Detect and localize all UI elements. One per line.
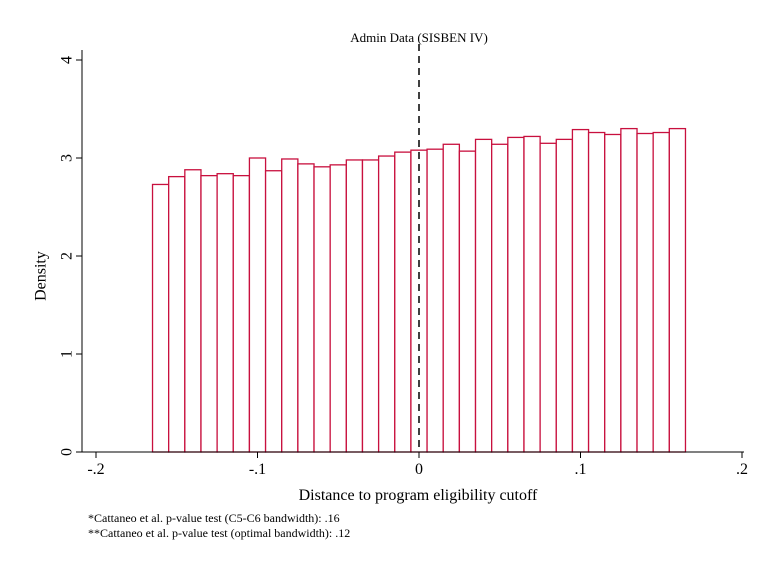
histogram-bar: [168, 175, 186, 453]
axes: -.2 -.1 0 .1 .2 0 1 2 3 4: [59, 50, 748, 478]
chart-title: Admin Data (SISBEN IV): [350, 30, 488, 45]
histogram-bar: [200, 174, 218, 453]
x-tick-label: 0: [415, 461, 423, 478]
y-axis-label: Density: [33, 251, 50, 301]
x-tick-label: -.1: [249, 461, 266, 478]
histogram-bar: [345, 159, 364, 453]
histogram-bar: [652, 131, 670, 453]
histogram-bar: [394, 151, 412, 453]
x-tick-label: -.2: [87, 461, 104, 478]
histogram-bar: [604, 133, 622, 453]
histogram-bar: [474, 138, 493, 453]
histogram-bar: [297, 163, 315, 453]
y-tick-label: 4: [59, 56, 76, 64]
histogram-bar: [264, 170, 283, 453]
histogram-bar: [377, 155, 396, 453]
histogram-bar: [329, 164, 347, 453]
histogram-bar: [232, 174, 251, 453]
histogram-bar: [587, 131, 606, 453]
histogram-bar: [248, 157, 267, 453]
histogram-bar: [426, 148, 444, 453]
histogram-bar: [442, 143, 461, 453]
footnote-optimal: **Cattaneo et al. p-value test (optimal …: [88, 526, 351, 540]
histogram-bar: [184, 169, 202, 453]
x-axis-label: Distance to program eligibility cutoff: [299, 487, 538, 504]
y-tick-label: 1: [59, 350, 76, 358]
histogram-bar: [151, 183, 170, 453]
footnote-c5-c6: *Cattaneo et al. p-value test (C5-C6 ban…: [88, 511, 340, 525]
histogram-bar: [523, 135, 541, 453]
histogram-bar: [458, 150, 477, 453]
histogram-bar: [313, 166, 331, 453]
histogram-bar: [507, 136, 525, 453]
histogram-bar: [571, 128, 590, 453]
y-tick-label: 3: [59, 154, 76, 162]
histogram-bar: [361, 159, 380, 453]
histogram-bar: [668, 127, 687, 453]
histogram-bar: [620, 127, 638, 453]
footnotes: *Cattaneo et al. p-value test (C5-C6 ban…: [88, 511, 350, 541]
y-tick-label: 2: [59, 252, 76, 260]
x-tick-label: .2: [736, 461, 748, 478]
histogram-bar: [491, 143, 509, 453]
x-tick-label: .1: [575, 461, 587, 478]
histogram-bar: [539, 142, 557, 453]
histogram-bars: [151, 127, 687, 453]
histogram-bar: [636, 132, 654, 453]
histogram-bar: [216, 173, 234, 453]
histogram-bar: [281, 158, 299, 453]
y-tick-label: 0: [59, 448, 76, 456]
histogram-bar: [555, 138, 574, 453]
